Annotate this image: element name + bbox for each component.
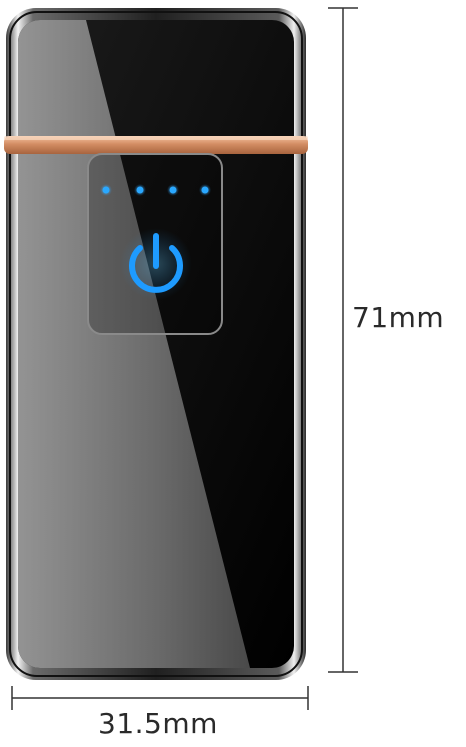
- width-dimension-line: [11, 686, 309, 710]
- width-dimension-label: 31.5mm: [98, 707, 218, 740]
- copper-band: [4, 136, 308, 154]
- power-icon: [120, 228, 192, 300]
- height-dimension-line: [328, 7, 358, 673]
- indicator-dot: [136, 186, 144, 194]
- indicator-dot: [201, 186, 209, 194]
- indicator-dot: [169, 186, 177, 194]
- indicator-dots: [100, 184, 211, 196]
- indicator-dot: [102, 186, 110, 194]
- height-dimension-label: 71mm: [352, 301, 445, 334]
- body-reflection: [18, 20, 250, 668]
